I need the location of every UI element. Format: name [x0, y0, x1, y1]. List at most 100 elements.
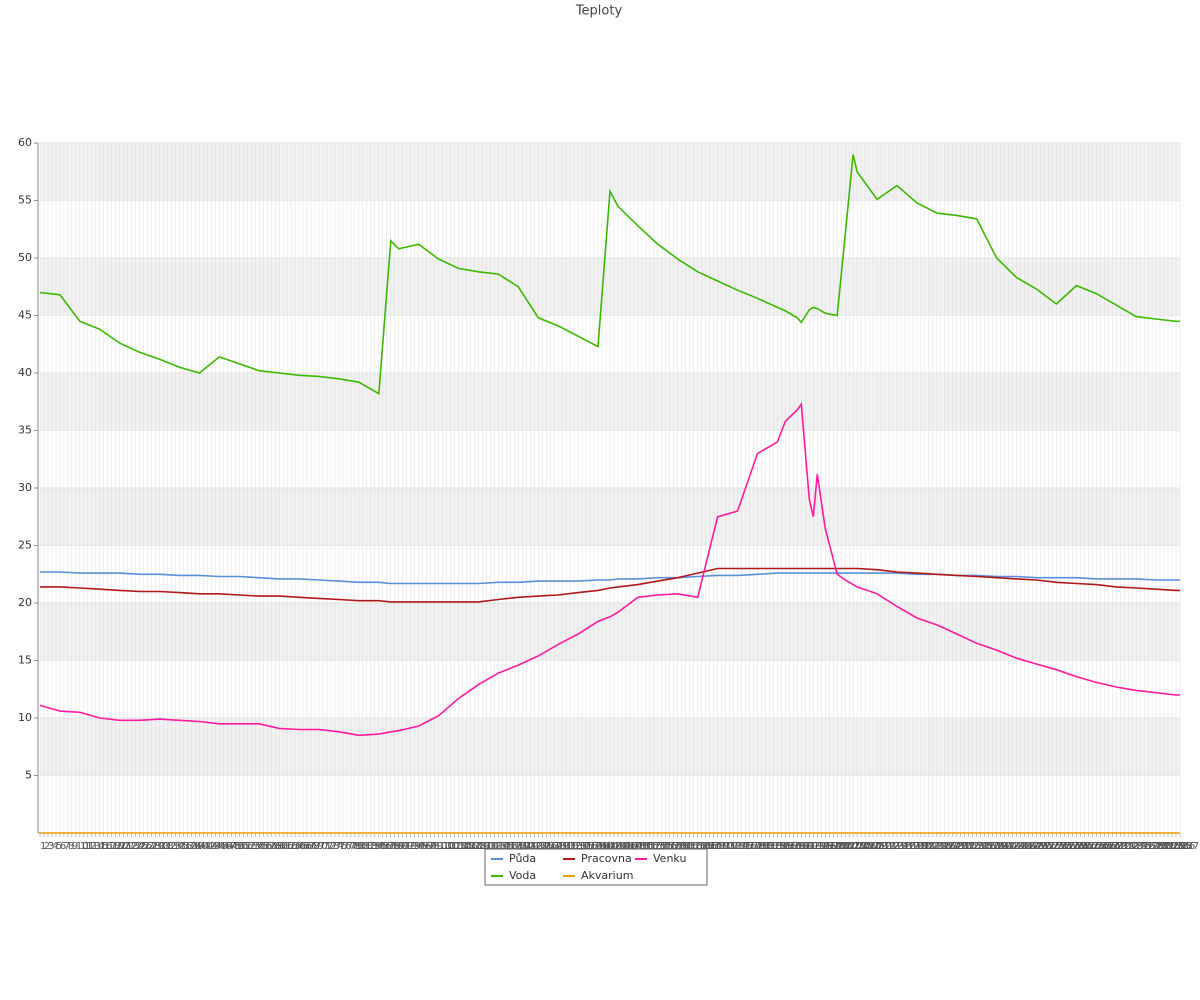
series-line: [40, 571, 1180, 585]
x-tick-label: 226: [937, 841, 956, 852]
x-tick-label: 209: [869, 841, 888, 852]
x-tick-label: 74: [331, 841, 344, 852]
x-tick-label: 140: [594, 841, 613, 852]
x-tick-label: 45: [215, 841, 228, 852]
series-line: [39, 401, 1180, 737]
x-tick-label: 104: [451, 841, 470, 852]
x-tick-label: 266: [1096, 841, 1115, 852]
x-tick-label: 208: [865, 841, 884, 852]
x-tick-label: 228: [945, 841, 964, 852]
x-tick-label: 99: [431, 841, 444, 852]
legend-label: Voda: [509, 869, 536, 882]
x-tick-label: 101: [439, 841, 458, 852]
x-tick-label: 18: [108, 841, 121, 852]
x-tick-label: 42: [203, 841, 216, 852]
x-tick-label: 211: [877, 841, 896, 852]
y-tick-label: 55: [18, 194, 32, 207]
x-tick-label: 212: [881, 841, 900, 852]
x-tick-label: 249: [1029, 841, 1048, 852]
x-tick-label: 216: [897, 841, 916, 852]
x-tick-label: 34: [172, 841, 185, 852]
x-tick-label: 203: [845, 841, 864, 852]
x-tick-label: 127: [542, 841, 561, 852]
x-tick-label: 271: [1116, 841, 1135, 852]
x-tick-label: 105: [455, 841, 474, 852]
x-tick-label: 277: [1140, 841, 1159, 852]
x-tick-label: 267: [1100, 841, 1119, 852]
x-tick-label: 239: [989, 841, 1008, 852]
x-tick-label: 230: [953, 841, 972, 852]
x-tick-label: 157: [662, 841, 681, 852]
x-tick-label: 117: [502, 841, 521, 852]
x-tick-label: 274: [1128, 841, 1147, 852]
x-tick-label: 14: [92, 841, 105, 852]
x-tick-label: 252: [1040, 841, 1059, 852]
x-tick-label: 231: [957, 841, 976, 852]
x-tick-label: 287: [1180, 841, 1199, 852]
x-tick-label: 5: [56, 841, 62, 852]
x-tick-label: 243: [1005, 841, 1024, 852]
x-tick-label: 151: [638, 841, 657, 852]
x-tick-label: 207: [861, 841, 880, 852]
x-tick-label: 56: [259, 841, 272, 852]
x-tick-label: 29: [152, 841, 165, 852]
x-tick-label: 106: [459, 841, 478, 852]
x-tick-label: 240: [993, 841, 1012, 852]
y-tick-label: 5: [25, 769, 32, 782]
x-tick-label: 273: [1124, 841, 1143, 852]
x-tick-label: 218: [905, 841, 924, 852]
x-tick-label: 238: [985, 841, 1004, 852]
x-tick-label: 255: [1052, 841, 1071, 852]
x-tick-label: 192: [801, 841, 820, 852]
x-tick-label: 200: [833, 841, 852, 852]
x-tick-label: 96: [419, 841, 432, 852]
x-tick-label: 173: [726, 841, 745, 852]
x-tick-label: 1: [40, 841, 46, 852]
x-tick-label: 158: [666, 841, 685, 852]
x-tick-label: 170: [714, 841, 733, 852]
x-tick-label: 149: [630, 841, 649, 852]
x-tick-label: 109: [470, 841, 489, 852]
x-tick-label: 139: [590, 841, 609, 852]
x-tick-label: 254: [1048, 841, 1067, 852]
x-tick-label: 19: [112, 841, 125, 852]
x-tick-label: 137: [582, 841, 601, 852]
x-tick-label: 221: [917, 841, 936, 852]
x-tick-label: 102: [443, 841, 462, 852]
x-tick-label: 119: [510, 841, 529, 852]
x-tick-label: 53: [247, 841, 260, 852]
x-tick-label: 72: [323, 841, 336, 852]
x-tick-label: 196: [817, 841, 836, 852]
x-tick-label: 144: [610, 841, 629, 852]
x-tick-label: 167: [702, 841, 721, 852]
x-tick-label: 186: [777, 841, 796, 852]
x-tick-label: 270: [1112, 841, 1131, 852]
x-tick-label: 148: [626, 841, 645, 852]
x-tick-label: 272: [1120, 841, 1139, 852]
x-tick-label: 48: [227, 841, 240, 852]
x-tick-label: 264: [1088, 841, 1107, 852]
x-tick-label: 107: [463, 841, 482, 852]
legend-label: Půda: [509, 852, 536, 865]
x-tick-label: 30: [156, 841, 169, 852]
x-tick-label: 276: [1136, 841, 1155, 852]
x-tick-label: 160: [674, 841, 693, 852]
x-tick-label: 224: [929, 841, 948, 852]
x-tick-label: 175: [734, 841, 753, 852]
x-tick-label: 220: [913, 841, 932, 852]
x-tick-label: 78: [347, 841, 360, 852]
x-tick-label: 121: [518, 841, 537, 852]
x-tick-label: 219: [909, 841, 928, 852]
x-tick-label: 285: [1172, 841, 1191, 852]
x-tick-label: 194: [809, 841, 828, 852]
x-tick-label: 70: [315, 841, 328, 852]
x-tick-label: 261: [1076, 841, 1095, 852]
x-tick-label: 201: [837, 841, 856, 852]
x-tick-label: 58: [267, 841, 280, 852]
x-tick-label: 152: [642, 841, 661, 852]
x-tick-label: 122: [522, 841, 541, 852]
x-tick-label: 134: [570, 841, 589, 852]
x-tick-label: 210: [873, 841, 892, 852]
x-tick-label: 251: [1037, 841, 1056, 852]
